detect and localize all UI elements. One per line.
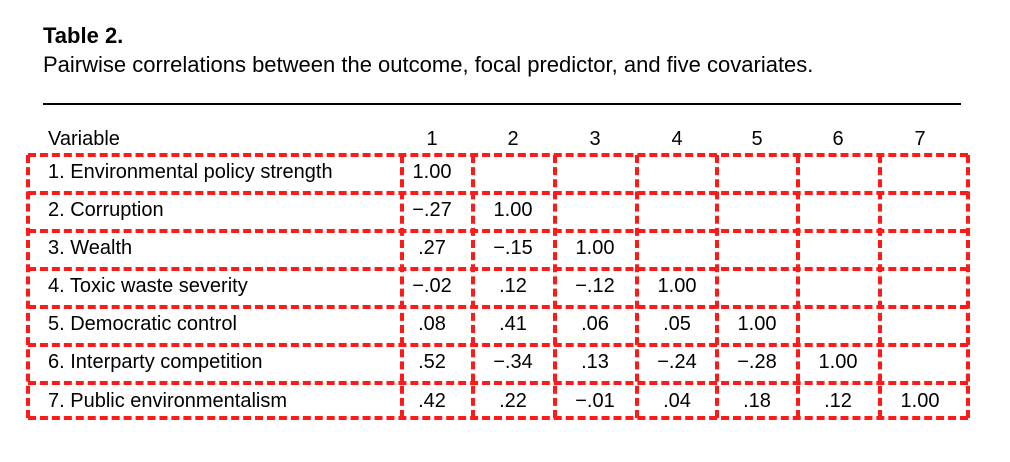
table-caption: Pairwise correlations between the outcom…: [43, 52, 814, 77]
table-cell: .18: [743, 390, 771, 412]
table-cell: .12: [499, 275, 527, 297]
annotation-dash-horizontal: [28, 305, 968, 309]
table-cell: 1.00: [657, 275, 697, 297]
annotation-dash-vertical: [878, 155, 882, 418]
annotation-dash-vertical: [635, 155, 639, 418]
table-cell: .05: [663, 313, 691, 335]
annotation-dash-horizontal: [28, 343, 968, 347]
table-cell: −.27: [412, 199, 452, 221]
row-label: 2. Corruption: [48, 199, 164, 221]
annotation-dash-vertical: [471, 155, 475, 418]
annotation-dash-horizontal: [28, 153, 968, 157]
header-col-7: 7: [914, 128, 926, 150]
annotation-dash-horizontal: [28, 191, 968, 195]
annotation-dash-vertical: [26, 155, 30, 418]
header-col-6: 6: [832, 128, 844, 150]
table-cell: .13: [581, 351, 609, 373]
row-label: 6. Interparty competition: [48, 351, 263, 373]
row-label: 3. Wealth: [48, 237, 133, 259]
annotation-dash-horizontal: [28, 381, 968, 385]
annotation-dash-vertical: [966, 155, 970, 418]
table-label: Table 2.: [43, 23, 124, 48]
table-cell: .08: [418, 313, 446, 335]
table-cell: .12: [824, 390, 852, 412]
header-variable: Variable: [48, 128, 120, 150]
table-cell: −.24: [657, 351, 697, 373]
table-cell: −.12: [575, 275, 615, 297]
table-cell: .06: [581, 313, 609, 335]
table-cell: .41: [499, 313, 527, 335]
header-col-1: 1: [426, 128, 438, 150]
header-col-5: 5: [751, 128, 763, 150]
top-rule: [43, 103, 961, 105]
header-col-2: 2: [507, 128, 519, 150]
row-label: 7. Public environmentalism: [48, 390, 287, 412]
table-cell: .04: [663, 390, 691, 412]
annotation-dash-vertical: [796, 155, 800, 418]
table-cell: 1.00: [412, 161, 452, 183]
table-cell: .42: [418, 390, 446, 412]
table-cell: −.28: [737, 351, 777, 373]
header-col-3: 3: [589, 128, 601, 150]
table-cell: −.02: [412, 275, 452, 297]
table-cell: −.01: [575, 390, 615, 412]
annotation-dash-horizontal: [28, 416, 968, 420]
annotation-dash-horizontal: [28, 229, 968, 233]
table-cell: 1.00: [900, 390, 940, 412]
table-cell: −.34: [493, 351, 533, 373]
table-cell: .52: [418, 351, 446, 373]
table-cell: 1.00: [737, 313, 777, 335]
header-col-4: 4: [671, 128, 683, 150]
table-cell: .22: [499, 390, 527, 412]
annotation-dash-vertical: [715, 155, 719, 418]
table-cell: .27: [418, 237, 446, 259]
row-label: 5. Democratic control: [48, 313, 237, 335]
annotation-dash-vertical: [400, 155, 404, 418]
row-label: 4. Toxic waste severity: [48, 275, 248, 297]
table-cell: 1.00: [818, 351, 858, 373]
row-label: 1. Environmental policy strength: [48, 161, 333, 183]
table-cell: 1.00: [575, 237, 615, 259]
table-cell: −.15: [493, 237, 533, 259]
annotation-dash-vertical: [553, 155, 557, 418]
annotation-dash-horizontal: [28, 267, 968, 271]
table-cell: 1.00: [493, 199, 533, 221]
